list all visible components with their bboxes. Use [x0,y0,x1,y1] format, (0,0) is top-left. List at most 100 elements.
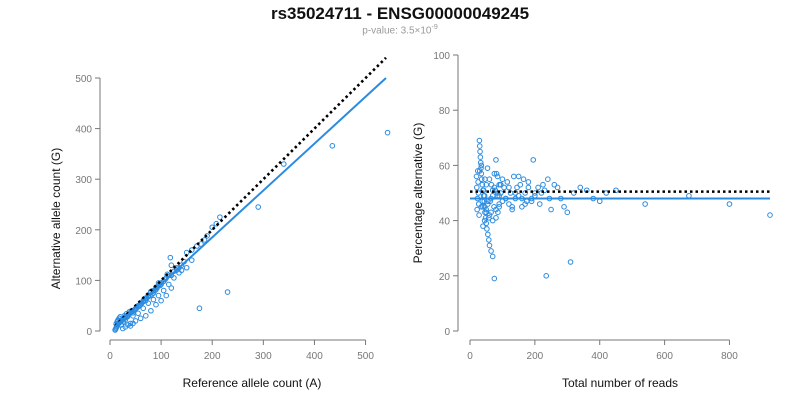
right-data-point [506,201,512,207]
right-data-point [514,184,520,191]
chart-title: rs35024711 - ENSG00000049245 [270,4,530,23]
right-x-tick-label: 0 [467,351,473,362]
right-data-point [485,231,491,238]
left-data-point [153,301,159,308]
right-data-point [486,237,492,243]
left-data-point [188,247,195,253]
right-data-point [515,173,522,180]
left-y-tick-label: 100 [75,276,92,287]
right-data-point [478,162,485,169]
pvalue-exponent: -9 [431,24,438,31]
left-data-point [183,264,190,271]
left-y-tick-label: 400 [75,125,92,136]
right-data-point [477,154,484,160]
right-data-point [496,204,502,210]
left-data-point [150,296,157,303]
right-x-tick-label: 400 [591,351,608,362]
right-data-point [522,201,528,207]
right-data-point [541,187,548,194]
left-x-tick-label: 500 [357,351,374,362]
left-data-point [168,285,175,291]
right-data-point [488,181,495,188]
chart-subtitle: p-value: 3.5×10-9 [0,24,800,36]
right-data-point [482,215,489,221]
left-data-point [163,292,170,299]
right-data-point [517,181,524,188]
right-data-point [476,168,483,174]
right-data-point [474,184,480,191]
left-data-point [196,305,203,312]
right-data-point [499,176,506,182]
right-data-point [519,204,525,210]
left-x-tick-label: 100 [153,351,170,362]
right-data-point [496,201,502,207]
right-data-point [491,204,497,210]
left-data-point [158,297,164,304]
right-data-point [567,259,574,265]
right-y-tick-label: 20 [439,272,451,283]
right-data-point [538,190,545,196]
left-y-tick-label: 200 [75,226,92,237]
right-data-point [495,209,501,216]
right-y-tick-label: 0 [444,327,450,338]
right-data-point [476,212,482,218]
left-data-point [217,214,223,220]
left-x-axis-label: Reference allele count (A) [183,376,322,390]
right-data-point [767,212,773,218]
right-data-point [483,206,490,213]
right-data-point [686,192,692,199]
right-data-point [492,187,499,194]
left-x-tick-label: 0 [107,351,113,362]
left-data-point [209,224,216,231]
right-data-point [473,173,480,180]
right-data-point [543,273,550,279]
right-data-point [506,184,512,191]
right-data-point [551,181,558,188]
right-data-point [497,181,504,188]
right-data-point [474,168,481,174]
left-reference-line [114,56,387,327]
left-data-point [160,287,167,294]
left-data-point [280,161,287,167]
right-data-point [540,181,546,188]
right-data-point [479,181,486,188]
right-data-point [480,223,486,229]
right-x-tick-label: 800 [721,351,738,362]
left-y-axis-label: Alternative allele count (G) [49,148,63,289]
right-data-point [483,220,490,227]
right-y-tick-label: 60 [439,161,451,172]
right-data-point [480,187,487,194]
right-data-point [532,190,538,196]
right-data-point [564,209,571,216]
right-data-point [481,204,488,210]
left-x-tick-label: 200 [204,351,221,362]
right-data-point [548,206,554,213]
left-data-point [384,129,391,136]
right-data-point [545,176,551,182]
right-x-tick-label: 200 [527,351,544,362]
pvalue-text: p-value: 3.5×10 [362,25,432,37]
left-data-point [142,313,149,319]
left-data-point [145,300,152,306]
right-y-axis-label: Percentage alternative (G) [411,123,425,264]
right-data-point [509,204,515,210]
right-data-point [475,179,481,185]
right-data-point [509,206,515,213]
left-data-point [135,310,141,317]
left-data-point [130,320,136,327]
right-data-point [520,176,527,182]
right-data-point [475,190,482,196]
left-data-point [168,262,175,269]
right-data-point [491,184,498,191]
right-data-point [489,253,496,260]
right-data-point [613,187,619,194]
right-data-point [596,198,603,205]
right-data-point [478,165,484,171]
left-data-point [188,257,195,263]
left-data-point [165,281,172,288]
right-y-tick-label: 80 [439,106,451,117]
right-data-point [494,173,501,180]
right-data-point [478,176,485,182]
left-fit-line [114,77,387,328]
